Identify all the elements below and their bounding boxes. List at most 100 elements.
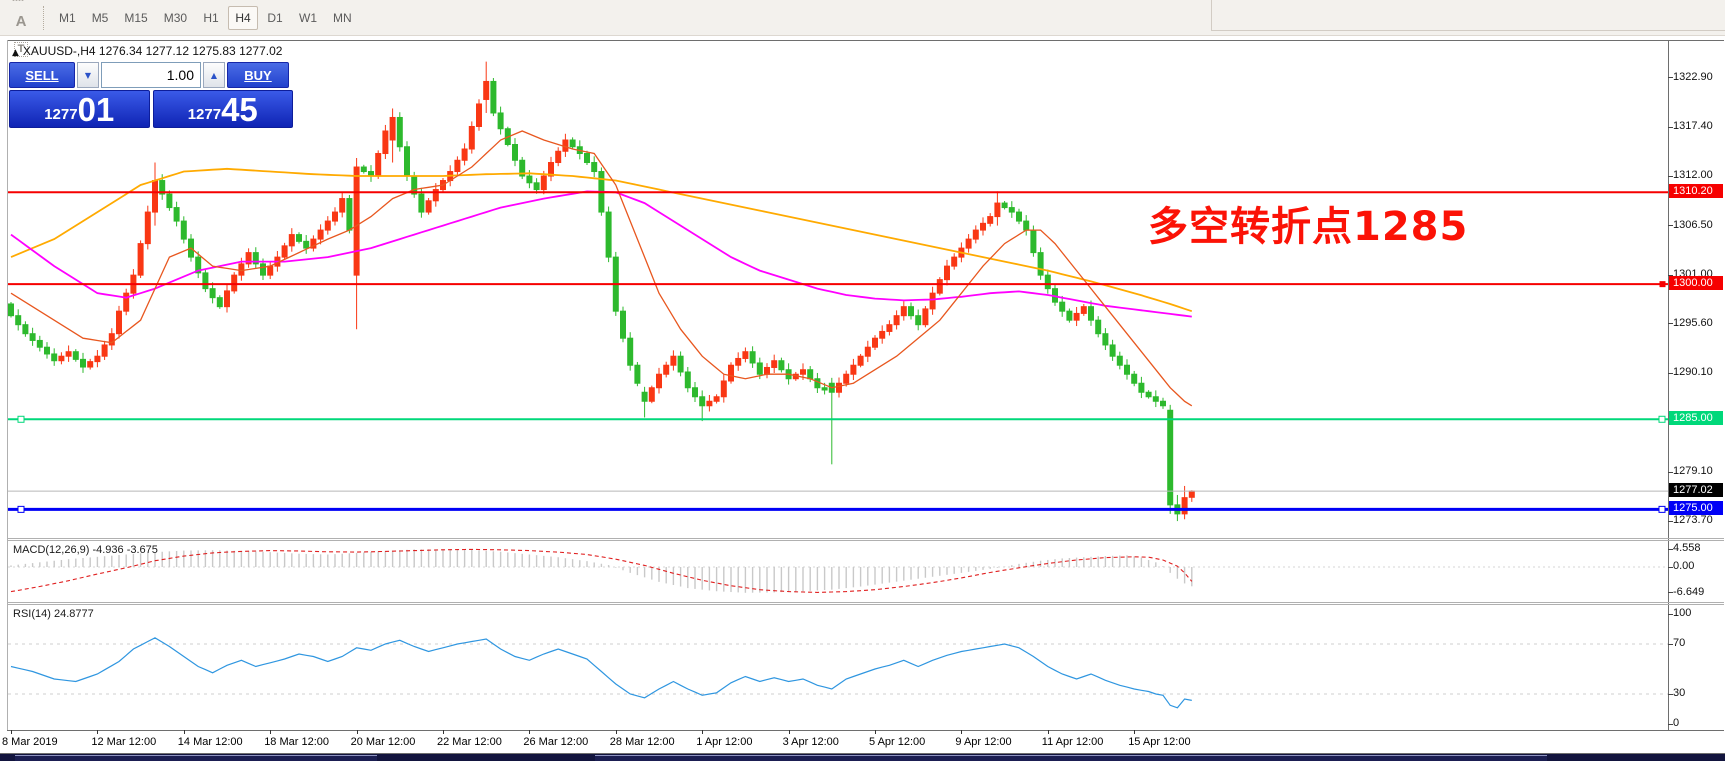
candle (8, 303, 14, 317)
main-chart-canvas[interactable] (8, 40, 1668, 538)
buy-button[interactable]: BUY (227, 62, 289, 88)
ma-fast-redorange[interactable] (10, 130, 1193, 407)
rsi-indicator-canvas[interactable] (8, 605, 1668, 728)
date-axis-tick (961, 730, 963, 734)
buy-price-big: 45 (221, 91, 258, 128)
candle (605, 211, 612, 258)
panel-splitter[interactable] (7, 604, 1724, 605)
candle (540, 175, 547, 191)
collapse-arrow-icon[interactable]: ▲ (12, 48, 19, 58)
line-handle[interactable] (17, 415, 25, 423)
date-axis-tick (788, 730, 790, 734)
candle (771, 360, 778, 368)
candle (1102, 333, 1109, 346)
date-axis-label: 5 Apr 12:00 (869, 736, 926, 748)
candle (620, 310, 626, 339)
line-handle[interactable] (17, 505, 25, 513)
price-axis-label: 1273.70 (1673, 514, 1713, 527)
candle (728, 364, 734, 382)
candle (375, 153, 382, 177)
candle (432, 189, 439, 202)
candle (980, 222, 986, 231)
toolbar-tool-text-box-t-icon[interactable]: T (6, 32, 36, 60)
candle (879, 330, 886, 339)
toolbar-tool-text-label-a-icon[interactable]: A (6, 4, 36, 32)
candle (1073, 312, 1080, 321)
candle (1016, 211, 1022, 222)
candle (224, 290, 230, 308)
symbol-ohlc-text: XAUUSD-,H4 1276.34 1277.12 1275.83 1277.… (22, 44, 283, 58)
candle (569, 139, 576, 148)
candle (1037, 252, 1044, 276)
volume-increase-button[interactable]: ▲ (203, 62, 225, 88)
timeframe-button-M30[interactable]: M30 (157, 6, 194, 30)
candle (202, 272, 209, 290)
timeframe-button-H4[interactable]: H4 (228, 5, 259, 30)
date-axis-label: 12 Mar 12:00 (91, 736, 157, 748)
candle (641, 391, 648, 402)
text-label-a-icon: A (15, 12, 27, 30)
timeframe-button-M15[interactable]: M15 (117, 6, 154, 30)
timeframe-button-M5[interactable]: M5 (85, 6, 116, 30)
candle (180, 220, 187, 240)
candle (281, 245, 288, 258)
candle (267, 265, 274, 276)
timeframe-button-W1[interactable]: W1 (292, 6, 324, 30)
sell-price-display[interactable]: 1277 01 (9, 90, 150, 128)
candle (519, 159, 526, 177)
rsi-axis-label: 70 (1673, 637, 1686, 649)
panel-splitter[interactable] (7, 540, 1724, 541)
timeframe-button-D1[interactable]: D1 (260, 6, 290, 30)
toolbar-tool-indicator-f-icon[interactable]: F (6, 0, 36, 4)
line-handle[interactable] (1659, 281, 1666, 288)
macd-axis-tick (1668, 548, 1673, 550)
annotation-text[interactable]: 多空转折点1285 (1148, 204, 1469, 250)
candle (857, 355, 864, 366)
candle (483, 80, 490, 100)
candle (36, 339, 43, 348)
candle (915, 315, 922, 326)
buy-price-display[interactable]: 1277 45 (152, 90, 293, 128)
panel-splitter[interactable] (7, 538, 1724, 539)
indicator-f-icon-label: F (25, 0, 31, 1)
price-badge-1285.00: 1285.00 (1669, 411, 1723, 426)
line-handle[interactable] (1658, 415, 1666, 423)
date-axis-tick (1047, 730, 1049, 734)
candle (843, 373, 850, 384)
candle (1152, 396, 1159, 402)
candle (533, 182, 540, 191)
price-axis-label: 1317.40 (1673, 120, 1713, 133)
candle (1066, 310, 1073, 321)
volume-decrease-button[interactable]: ▼ (77, 62, 99, 88)
candle (389, 116, 396, 141)
candle (137, 243, 144, 276)
timeframe-button-MN[interactable]: MN (326, 6, 359, 30)
macd-label: MACD(12,26,9) -4.936 -3.675 (13, 544, 158, 556)
candle (929, 292, 936, 310)
candle (670, 355, 677, 366)
price-badge-1300.00: 1300.00 (1669, 276, 1723, 291)
candle (951, 256, 958, 267)
panel-splitter[interactable] (7, 602, 1724, 603)
candle (699, 396, 706, 407)
candle (144, 211, 151, 245)
candle (497, 112, 504, 130)
date-axis-label: 28 Mar 12:00 (609, 736, 675, 748)
ma-slow-orange[interactable] (10, 167, 1193, 313)
timeframe-button-M1[interactable]: M1 (52, 6, 83, 30)
sell-button[interactable]: SELL (9, 62, 75, 88)
line-handle[interactable] (1658, 505, 1666, 513)
candle (627, 337, 634, 366)
candle (634, 364, 641, 384)
candle (807, 369, 814, 380)
candle (749, 351, 756, 364)
macd-indicator-canvas[interactable] (8, 541, 1668, 602)
volume-input[interactable] (101, 62, 201, 88)
macd-axis-label: 4.558 (1673, 542, 1701, 555)
candle (303, 240, 310, 249)
buy-price-small: 1277 (187, 106, 222, 123)
candle (288, 234, 295, 247)
timeframe-button-H1[interactable]: H1 (196, 6, 226, 30)
candle (80, 358, 86, 368)
candle (231, 274, 238, 292)
